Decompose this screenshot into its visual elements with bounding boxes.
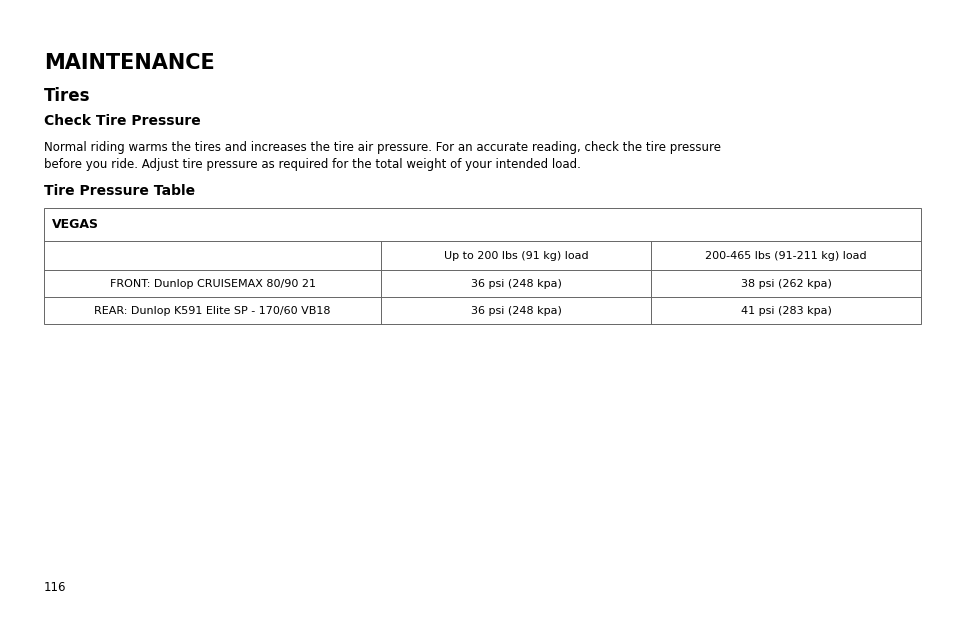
- Text: Check Tire Pressure: Check Tire Pressure: [44, 114, 200, 128]
- Text: Normal riding warms the tires and increases the tire air pressure. For an accura: Normal riding warms the tires and increa…: [44, 141, 720, 154]
- Text: 41 psi (283 kpa): 41 psi (283 kpa): [740, 306, 831, 315]
- Text: Tire Pressure Table: Tire Pressure Table: [44, 184, 194, 198]
- Text: 36 psi (248 kpa): 36 psi (248 kpa): [471, 306, 561, 315]
- Text: 36 psi (248 kpa): 36 psi (248 kpa): [471, 279, 561, 288]
- Text: REAR: Dunlop K591 Elite SP - 170/60 VB18: REAR: Dunlop K591 Elite SP - 170/60 VB18: [94, 306, 331, 315]
- Text: MAINTENANCE: MAINTENANCE: [44, 53, 214, 73]
- Text: before you ride. Adjust tire pressure as required for the total weight of your i: before you ride. Adjust tire pressure as…: [44, 158, 580, 171]
- Text: FRONT: Dunlop CRUISEMAX 80/90 21: FRONT: Dunlop CRUISEMAX 80/90 21: [110, 279, 315, 288]
- Text: VEGAS: VEGAS: [51, 218, 98, 231]
- Text: Tires: Tires: [44, 87, 91, 105]
- Text: 38 psi (262 kpa): 38 psi (262 kpa): [740, 279, 831, 288]
- Text: 116: 116: [44, 581, 67, 594]
- Text: Up to 200 lbs (91 kg) load: Up to 200 lbs (91 kg) load: [444, 251, 588, 260]
- Text: 200-465 lbs (91-211 kg) load: 200-465 lbs (91-211 kg) load: [704, 251, 866, 260]
